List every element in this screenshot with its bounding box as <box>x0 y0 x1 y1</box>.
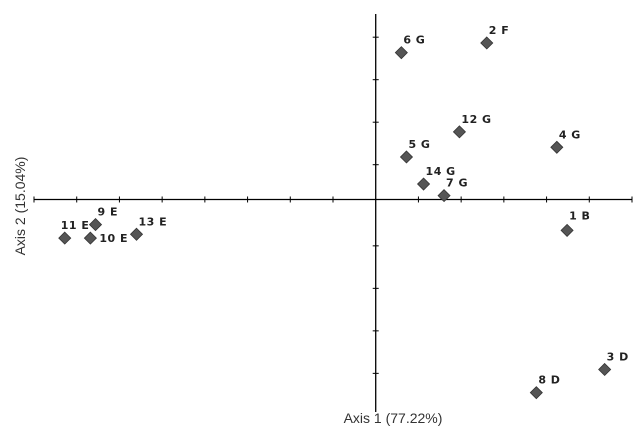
data-point-label: 14 G <box>426 165 456 178</box>
data-point-marker <box>129 227 144 241</box>
data-point-marker <box>88 218 103 232</box>
data-point-marker <box>437 189 451 203</box>
data-point-marker <box>529 386 543 400</box>
data-point-label: 8 D <box>538 374 560 387</box>
data-point-label: 13 E <box>139 215 168 228</box>
data-point-label: 2 F <box>489 24 510 37</box>
data-point-marker <box>598 362 612 377</box>
data-point-marker <box>452 125 466 139</box>
data-point-label: 9 E <box>98 206 119 219</box>
data-point-label: 12 G <box>461 113 491 126</box>
data-points: 1 B 2 F 3 D 4 G 5 G 6 G 7 G 8 D 9 E 10 E 11 E 12 G 1… <box>58 24 629 400</box>
data-point-marker <box>550 140 564 154</box>
data-point-marker <box>83 231 97 245</box>
data-point-marker <box>394 46 408 60</box>
axis-ticks <box>33 36 633 374</box>
data-point-label: 5 G <box>408 138 430 151</box>
data-point-label: 11 E <box>61 219 90 232</box>
y-axis-title: Axis 2 (15.04%) <box>12 157 28 256</box>
data-point-label: 3 D <box>607 350 629 363</box>
data-point-label: 6 G <box>403 34 425 47</box>
data-point-label: 7 G <box>446 177 468 190</box>
data-point-marker <box>480 36 494 50</box>
data-point-label: 4 G <box>559 128 581 141</box>
data-point-label: 10 E <box>99 232 128 245</box>
data-point-marker <box>58 231 72 245</box>
data-point-label: 1 B <box>569 209 590 222</box>
data-point-marker <box>399 150 414 164</box>
x-axis-title: Axis 1 (77.22%) <box>344 410 443 426</box>
data-point-marker <box>560 223 574 237</box>
data-point-marker <box>416 177 431 191</box>
